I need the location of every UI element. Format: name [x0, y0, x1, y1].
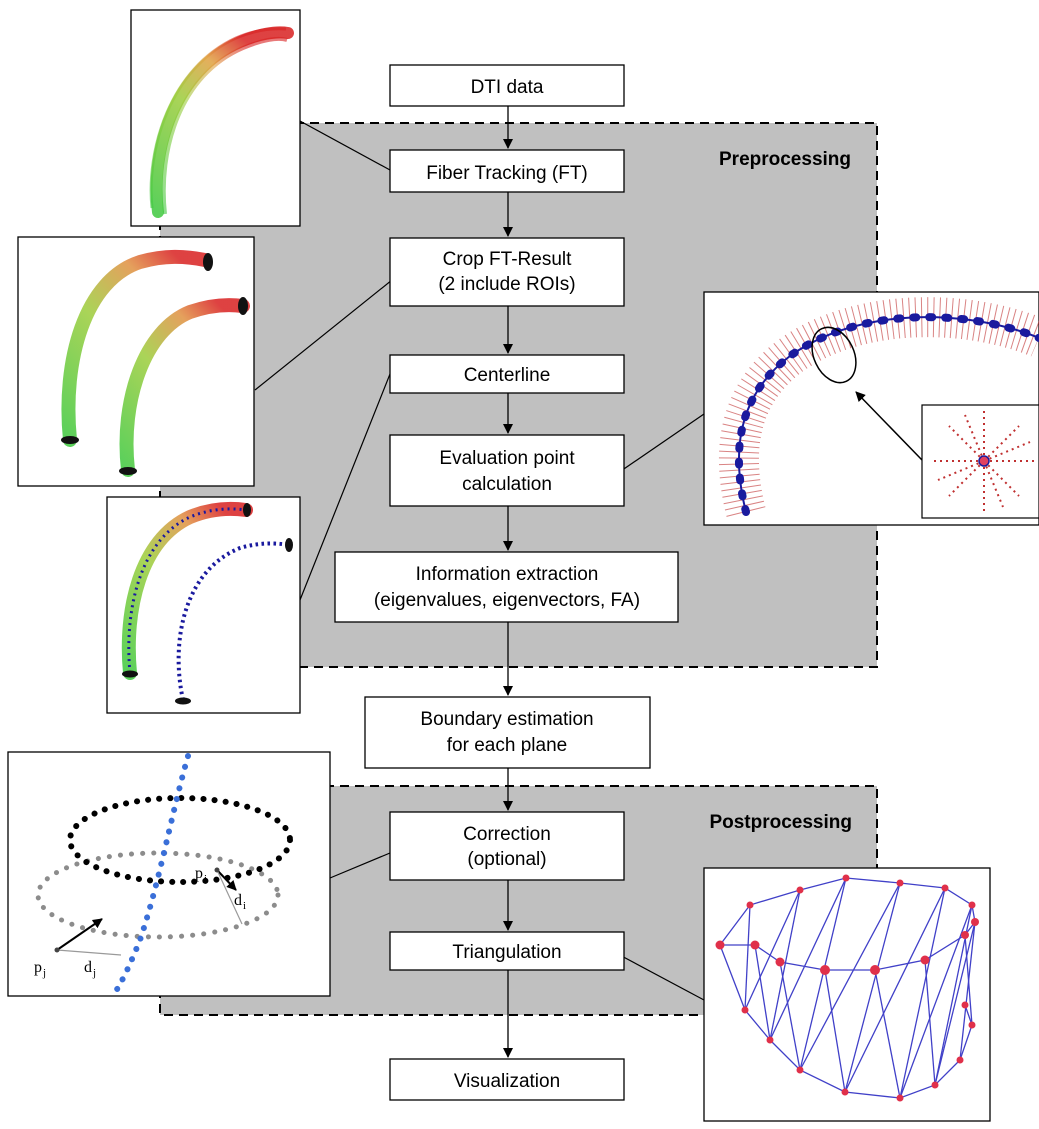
triangulation-mesh-image	[703, 867, 991, 1122]
step-label: (2 include ROIs)	[438, 274, 575, 295]
correction-image: p i d i p j d j	[7, 751, 331, 999]
step-dti-data: DTI data	[389, 64, 625, 107]
step-triangulation: Triangulation	[389, 931, 625, 971]
step-visualization: Visualization	[389, 1058, 625, 1101]
d-j-label: d	[84, 959, 92, 976]
step-boundary: Boundary estimation for each plane	[364, 696, 651, 769]
step-label: for each plane	[447, 735, 567, 756]
step-label: Correction	[463, 824, 551, 845]
step-crop: Crop FT-Result (2 include ROIs)	[389, 237, 625, 307]
step-label: (eigenvalues, eigenvectors, FA)	[374, 590, 640, 611]
step-label: DTI data	[471, 77, 544, 98]
image-connectors	[254, 120, 705, 1001]
postprocessing-label: Postprocessing	[709, 812, 852, 833]
step-label: Visualization	[454, 1071, 560, 1092]
p-i-label: p	[195, 865, 203, 882]
d-j-subscript: j	[92, 967, 96, 979]
step-label: Crop FT-Result	[443, 249, 573, 270]
step-correction: Correction (optional)	[389, 811, 625, 881]
d-i-subscript: i	[243, 900, 246, 912]
step-label: Centerline	[464, 365, 551, 386]
preprocessing-label: Preprocessing	[719, 149, 851, 170]
step-centerline: Centerline	[389, 354, 625, 394]
d-i-label: d	[234, 892, 242, 909]
step-label: Boundary estimation	[420, 709, 593, 730]
evaluation-points-image	[703, 291, 1039, 526]
step-label: (optional)	[467, 849, 546, 870]
step-label: Triangulation	[452, 942, 561, 963]
step-evaluation: Evaluation point calculation	[389, 434, 625, 507]
cropped-bundles-image	[17, 236, 255, 487]
p-j-label: p	[34, 959, 42, 976]
centerline-image	[106, 496, 301, 714]
step-fiber-tracking: Fiber Tracking (FT)	[389, 149, 625, 193]
fiber-bundle-image	[130, 9, 301, 227]
p-j-subscript: j	[42, 967, 46, 979]
p-i-subscript: i	[204, 873, 207, 885]
step-information: Information extraction (eigenvalues, eig…	[334, 551, 679, 623]
step-label: Information extraction	[416, 564, 599, 585]
step-label: Evaluation point	[439, 448, 575, 469]
step-label: calculation	[462, 474, 552, 495]
step-label: Fiber Tracking (FT)	[426, 163, 588, 184]
